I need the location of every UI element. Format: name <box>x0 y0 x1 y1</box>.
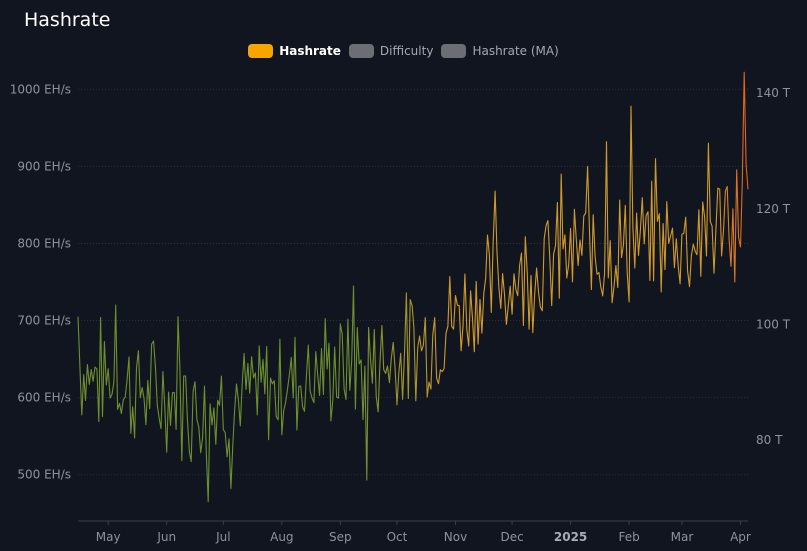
legend-item-hashrate[interactable]: Hashrate <box>248 44 341 58</box>
x-tick-label: Aug <box>270 530 293 544</box>
x-tick-label: Oct <box>387 530 408 544</box>
y-right-tick-label: 80 T <box>756 433 783 447</box>
y-left-tick-label: 600 EH/s <box>17 391 71 405</box>
legend-swatch-difficulty <box>348 44 374 58</box>
y-left-tick-label: 1000 EH/s <box>10 82 71 96</box>
x-tick-label: Apr <box>730 530 751 544</box>
x-axis: May Jun Jul Aug Sep Oct Nov Dec 2025 Feb Mar Apr <box>78 520 751 544</box>
legend-swatch-hashrate <box>248 44 274 58</box>
x-tick-label: May <box>96 530 121 544</box>
x-tick-label: Mar <box>671 530 694 544</box>
y-axis-right: 80 T 100 T 120 T 140 T <box>756 86 791 447</box>
y-right-tick-label: 100 T <box>756 317 791 331</box>
y-left-tick-label: 900 EH/s <box>17 159 71 173</box>
x-tick-label: 2025 <box>554 530 587 544</box>
series-layer <box>77 71 749 503</box>
legend-label-hashrate-ma: Hashrate (MA) <box>472 44 559 58</box>
y-right-tick-label: 120 T <box>756 202 791 216</box>
y-right-tick-label: 140 T <box>756 86 791 100</box>
y-left-tick-label: 700 EH/s <box>17 314 71 328</box>
x-tick-label: Sep <box>329 530 352 544</box>
grid-lines <box>78 88 748 476</box>
x-tick-label: Nov <box>444 530 467 544</box>
legend-label-difficulty: Difficulty <box>379 44 434 58</box>
legend: Hashrate Difficulty Hashrate (MA) <box>0 44 807 58</box>
legend-label-hashrate: Hashrate <box>279 44 341 58</box>
series-line-hashrate <box>77 71 749 503</box>
y-left-tick-label: 500 EH/s <box>17 468 71 482</box>
x-tick-label: Feb <box>618 530 639 544</box>
chart-title: Hashrate <box>24 9 111 31</box>
x-tick-label: Dec <box>500 530 523 544</box>
x-tick-label: Jun <box>156 530 176 544</box>
x-tick-label: Jul <box>215 530 230 544</box>
y-left-tick-label: 800 EH/s <box>17 236 71 250</box>
legend-item-difficulty[interactable]: Difficulty <box>348 44 434 58</box>
legend-swatch-hashrate-ma <box>441 44 467 58</box>
legend-item-hashrate-ma[interactable]: Hashrate (MA) <box>441 44 559 58</box>
y-axis-left: 500 EH/s 600 EH/s 700 EH/s 800 EH/s 900 EH/s… <box>10 82 71 481</box>
